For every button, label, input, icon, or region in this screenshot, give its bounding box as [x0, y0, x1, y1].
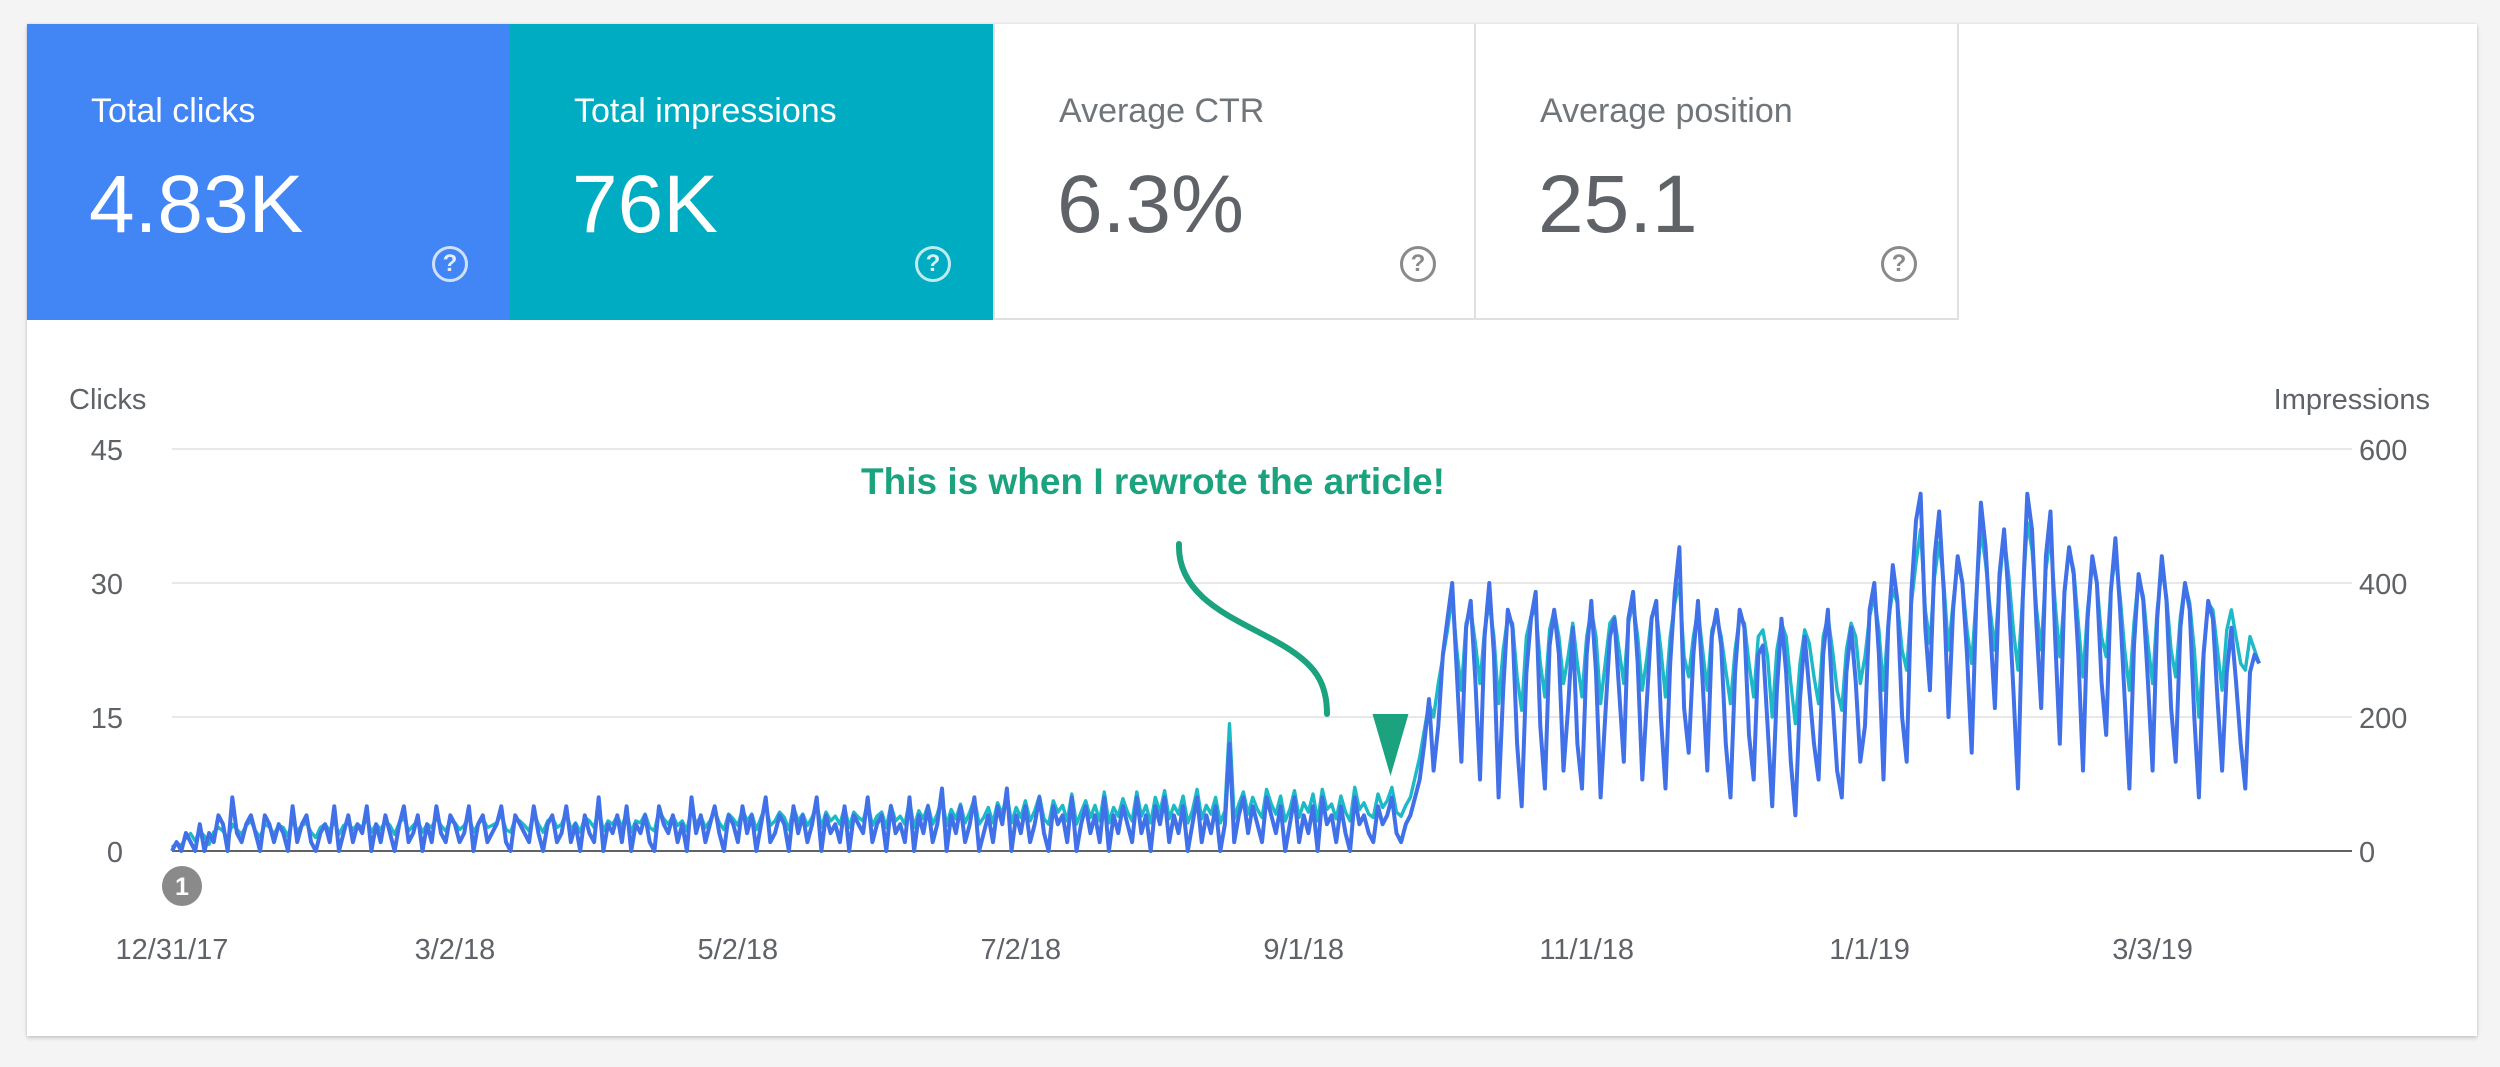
y-left-tick-label: 45 — [91, 435, 123, 467]
x-tick-label: 12/31/17 — [116, 934, 229, 966]
metric-value: 6.3% — [1057, 159, 1244, 250]
help-icon[interactable]: ? — [1881, 246, 1917, 282]
metric-value: 4.83K — [89, 159, 304, 250]
x-tick-label: 5/2/18 — [698, 934, 779, 966]
x-tick-label: 3/2/18 — [415, 934, 496, 966]
performance-card: Total clicks 4.83K ? Total impressions 7… — [27, 24, 2477, 1036]
x-tick-label: 1/1/19 — [1829, 934, 1910, 966]
metric-label: Average CTR — [1059, 92, 1265, 130]
metric-total-impressions[interactable]: Total impressions 76K ? — [510, 24, 993, 320]
metric-label: Total impressions — [574, 92, 837, 130]
help-icon[interactable]: ? — [1400, 246, 1436, 282]
annotation-arrow-line — [1175, 541, 1330, 717]
x-tick-label: 11/1/18 — [1539, 934, 1634, 966]
y-left-tick-label: 15 — [91, 703, 123, 735]
help-icon[interactable]: ? — [915, 246, 951, 282]
metric-label: Average position — [1540, 92, 1793, 130]
annotation-text: This is when I rewrote the article! — [861, 461, 1445, 502]
series-line-clicks — [170, 491, 2261, 853]
y-right-axis-title: Impressions — [2274, 384, 2430, 416]
y-left-tick-label: 30 — [91, 569, 123, 601]
annotation-arrowhead — [1372, 714, 1409, 776]
metric-value: 76K — [572, 159, 718, 250]
help-icon[interactable]: ? — [432, 246, 468, 282]
y-right-tick-label: 400 — [2359, 569, 2407, 601]
x-tick-label: 3/3/19 — [2112, 934, 2193, 966]
y-right-tick-label: 0 — [2359, 837, 2375, 869]
metric-average-ctr[interactable]: Average CTR 6.3% ? — [993, 24, 1476, 320]
metric-average-position[interactable]: Average position 25.1 ? — [1476, 24, 1959, 320]
metric-tiles: Total clicks 4.83K ? Total impressions 7… — [27, 24, 1959, 320]
performance-chart: 0 15 30 45 0 200 400 600 Clicks Impressions 12/31/… — [69, 384, 2430, 966]
y-right-tick-label: 200 — [2359, 703, 2407, 735]
annotation-marker-label: 1 — [175, 873, 189, 901]
metric-label: Total clicks — [91, 92, 256, 130]
metric-value: 25.1 — [1538, 159, 1698, 250]
annotation-marker — [162, 866, 202, 906]
metric-total-clicks[interactable]: Total clicks 4.83K ? — [27, 24, 510, 320]
x-tick-label: 7/2/18 — [980, 934, 1061, 966]
x-tick-label: 9/1/18 — [1263, 934, 1344, 966]
y-left-tick-label: 0 — [107, 837, 123, 869]
y-right-tick-label: 600 — [2359, 435, 2407, 467]
y-left-axis-title: Clicks — [69, 384, 146, 416]
